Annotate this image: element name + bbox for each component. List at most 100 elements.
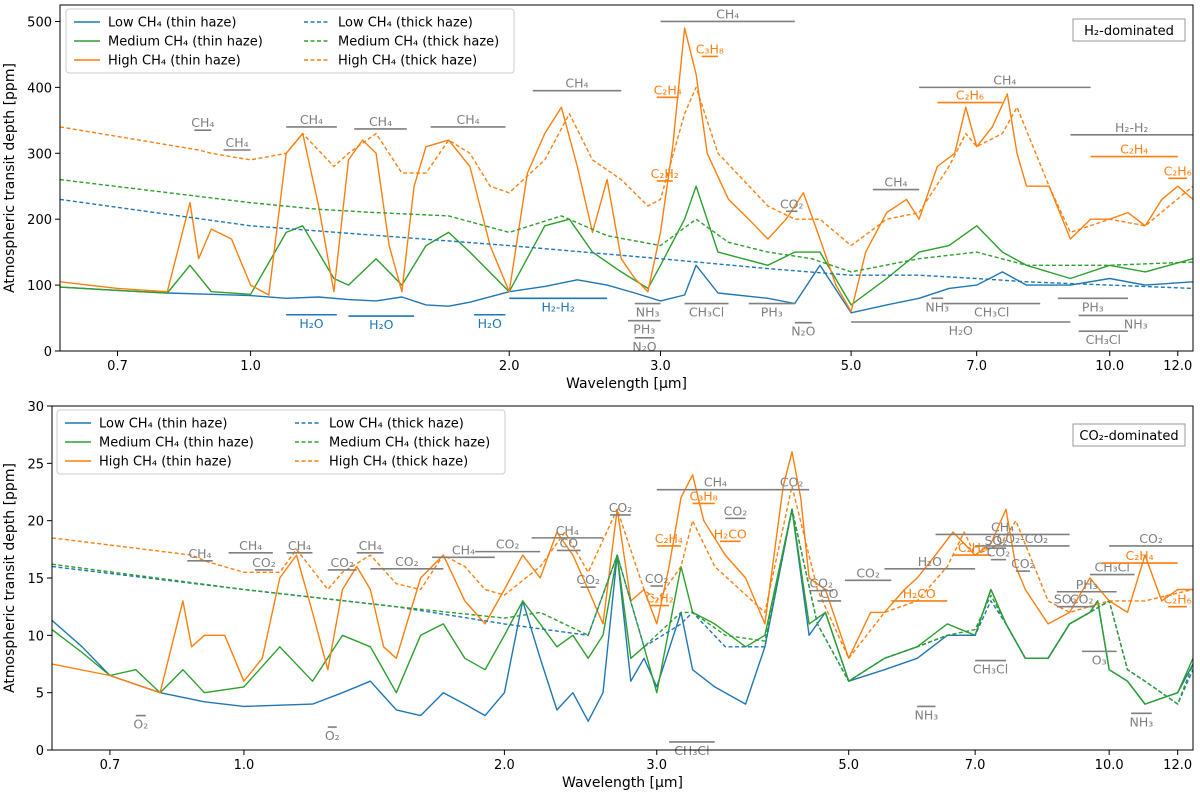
series-line-low-dashed [60,198,1193,290]
series-line-low-solid [60,264,1193,314]
molecule-label: CH₃Cl [973,662,1008,677]
molecule-label: N₂O [791,324,815,339]
molecule-label: PH₃ [1076,577,1098,592]
molecule-label: CH₄ [452,542,475,557]
molecule-label: O₂ [133,717,148,732]
molecule-label: CH₄ [884,175,907,190]
series-line-high-dashed [60,86,1193,247]
legend-frame [65,8,515,74]
x-tick-label: 7.0 [965,758,986,773]
molecule-label: C₃H₈ [696,41,724,56]
legend-label: High CH₄ (thin haze) [108,54,241,69]
y-tick-label: 20 [27,515,44,530]
x-tick-label: 7.0 [966,359,987,374]
molecule-label: H₂O [478,316,502,331]
molecule-label: CO₂ [856,565,880,580]
molecule-label: O₃ [1092,652,1107,667]
legend-label: Low CH₄ (thin haze) [108,16,236,31]
molecule-label: CH₄ [239,538,262,553]
legend-label: Low CH₄ (thick haze) [329,417,464,432]
molecule-label: CH₄ [991,519,1014,534]
y-tick-label: 0 [36,744,44,759]
axes-frame [59,4,1194,352]
molecule-label: CO₂ [395,554,419,569]
molecule-label: CH₄ [565,76,588,91]
legend-label: High CH₄ (thin haze) [99,455,232,470]
x-tick-label: 2.0 [494,758,515,773]
molecule-label: H₂O [918,554,942,569]
molecule-label: CO₂ [1011,556,1035,571]
x-axis-label: Wavelength [μm] [566,376,687,392]
x-tick-label: 5.0 [841,359,862,374]
molecule-label: CO₂ [780,196,804,211]
y-tick-label: 5 [36,687,44,702]
x-tick-label: 5.0 [838,758,859,773]
y-tick-label: 500 [27,15,52,30]
molecule-label: CO₂ [780,475,804,490]
molecule-label: C₂H₆ [958,540,986,555]
panel-h2-dominated: CH₄ CH₄ CH₄ CH₄ CH₄ CH₄ CH₄ C₃H₈ C₂H₄ C₂H₂ CO₂ CH₄ C… [2,4,1194,392]
molecule-label: CH₃Cl [1086,332,1121,347]
legend-label: Medium CH₄ (thin haze) [99,436,254,451]
molecule-label: C₂H₆ [1164,163,1192,178]
panel-tag: H₂-dominated [1084,24,1174,39]
molecule-label: CO₂-CO₂ [997,531,1049,546]
panel-tag-box [1072,18,1186,42]
molecule-label: O₂ [325,728,340,743]
molecule-label: C₂H₄ [655,531,683,546]
molecule-label: CH₄ [704,475,727,490]
legend-label: Low CH₄ (thick haze) [338,16,473,31]
molecule-label: SO₂ [984,533,1007,548]
molecule-label: NH₃ [1130,714,1154,729]
series-group [60,27,1193,314]
series-line-medium-dashed [52,508,1193,705]
molecule-label: NH₃ [925,299,949,314]
legend: Low CH₄ (thin haze) Medium CH₄ (thin haze… [65,8,515,74]
molecule-label: C₂H₄ [654,82,682,97]
molecule-label: CH₄ [288,538,311,553]
molecule-label: CO₂ [496,537,520,552]
x-axis-label: Wavelength [μm] [562,775,683,791]
y-tick-label: 0 [44,345,52,360]
series-line-low-dashed [52,508,1193,705]
x-tick-label: 0.7 [107,359,128,374]
molecule-label: H₂O [299,316,323,331]
series-group [52,451,1193,722]
x-tick-label: 0.7 [100,758,121,773]
molecule-label: C₂H₂ [646,591,674,606]
molecule-label: CH₄ [188,546,211,561]
molecule-label: CH₃Cl [974,305,1009,320]
y-tick-label: 25 [27,457,44,472]
molecule-label: PH₃ [633,322,655,337]
molecule-label: PH₃ [1082,299,1104,314]
y-tick-label: 300 [27,147,52,162]
molecule-label: CO₂ [1070,592,1094,607]
x-tick-label: 12.0 [1163,359,1192,374]
y-axis-label: Atmospheric transit depth [ppm] [2,63,18,293]
molecule-label: CO₂ [987,545,1011,560]
y-tick-label: 30 [27,400,44,415]
y-tick-label: 10 [27,629,44,644]
x-tick-label: 10.0 [1095,359,1124,374]
molecule-label: CH₄ [359,538,382,553]
molecule-label: H₂-H₂ [542,299,575,314]
y-tick-label: 100 [27,279,52,294]
molecule-label: CO₂ [330,555,354,570]
molecule-label: H₂O [949,323,973,338]
y-axis-label: Atmospheric transit depth [ppm] [2,463,18,693]
molecule-label: H₂-H₂ [1115,120,1148,135]
x-tick-label: 10.0 [1095,758,1124,773]
molecule-label: C₂H₆ [1163,592,1191,607]
molecule-label: CH₄ [191,115,214,130]
molecule-label: CO₂ [724,503,748,518]
legend-label: Medium CH₄ (thick haze) [338,35,499,50]
molecule-label: SO₂ [1054,592,1077,607]
legend: Low CH₄ (thin haze) Medium CH₄ (thin haze… [56,409,506,475]
molecule-label: CH₄ [225,135,248,150]
y-tick-label: 15 [27,572,44,587]
x-tick-label: 1.0 [240,359,261,374]
molecule-label: NH₃ [1124,316,1148,331]
molecule-labels: CH₄ CH₄ CH₄ CH₄ CH₄ CH₄ CH₄ C₃H₈ C₂H₄ C₂H₂ CO₂ CH₄ C… [191,6,1193,354]
